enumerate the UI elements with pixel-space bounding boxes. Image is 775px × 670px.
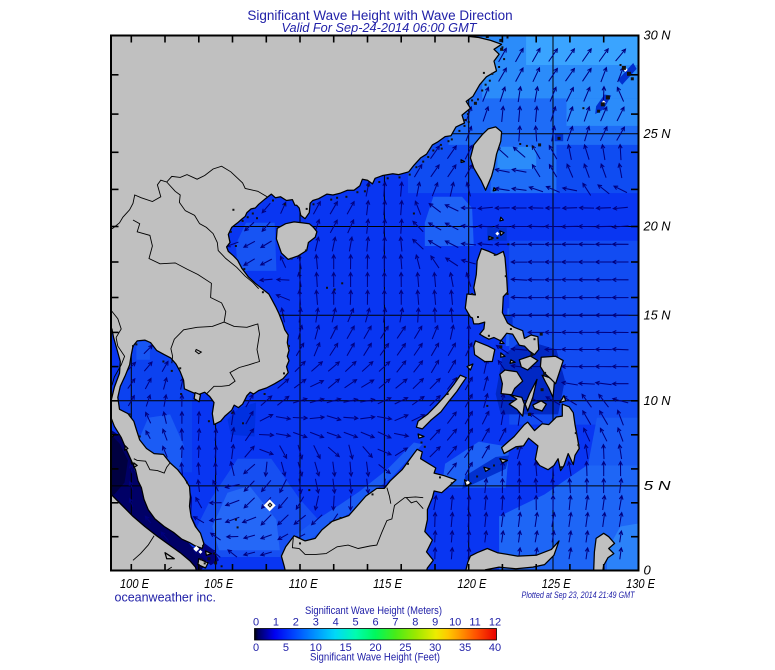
svg-text:Significant Wave Height (Meter: Significant Wave Height (Meters) (305, 605, 442, 617)
svg-text:9: 9 (432, 617, 438, 629)
svg-text:20: 20 (369, 642, 381, 654)
svg-text:10: 10 (449, 617, 461, 629)
svg-text:6: 6 (372, 617, 378, 629)
svg-text:2: 2 (293, 617, 299, 629)
svg-text:8: 8 (412, 617, 418, 629)
svg-text:125 E: 125 E (542, 576, 571, 591)
svg-text:30: 30 (429, 642, 441, 654)
svg-text:25: 25 (399, 642, 411, 654)
svg-text:10: 10 (310, 642, 322, 654)
svg-text:15: 15 (339, 642, 351, 654)
svg-text:10 N: 10 N (644, 393, 672, 408)
svg-text:12: 12 (489, 617, 501, 629)
svg-text:120 E: 120 E (457, 576, 486, 591)
svg-text:40: 40 (489, 642, 501, 654)
svg-text:110 E: 110 E (289, 576, 318, 591)
svg-text:Plotted at Sep 23, 2014 21:49: Plotted at Sep 23, 2014 21:49 GMT (522, 590, 636, 601)
svg-text:35: 35 (459, 642, 471, 654)
svg-text:25 N: 25 N (643, 126, 672, 141)
svg-text:30 N: 30 N (644, 28, 672, 43)
svg-text:100 E: 100 E (120, 576, 149, 591)
svg-text:4: 4 (333, 617, 339, 629)
svg-text:105 E: 105 E (204, 576, 233, 591)
svg-text:5: 5 (283, 642, 289, 654)
svg-text:5: 5 (353, 617, 359, 629)
svg-text:oceanweather inc.: oceanweather inc. (115, 591, 216, 605)
svg-text:Significant Wave Height with W: Significant Wave Height with Wave Direct… (247, 8, 512, 23)
svg-text:15 N: 15 N (644, 308, 672, 323)
svg-text:Significant Wave Height (Feet): Significant Wave Height (Feet) (310, 652, 440, 664)
svg-text:115 E: 115 E (373, 576, 402, 591)
svg-text:Valid For Sep-24-2014 06:00 GM: Valid For Sep-24-2014 06:00 GMT (282, 21, 478, 35)
svg-text:130 E: 130 E (626, 576, 655, 591)
svg-text:20 N: 20 N (643, 219, 672, 234)
svg-text:5 N: 5 N (644, 478, 672, 493)
svg-text:7: 7 (392, 617, 398, 629)
svg-text:3: 3 (313, 617, 319, 629)
svg-text:0: 0 (253, 617, 259, 629)
svg-text:0: 0 (644, 563, 652, 578)
svg-text:11: 11 (469, 617, 480, 629)
svg-text:0: 0 (253, 642, 259, 654)
svg-text:1: 1 (273, 617, 279, 629)
